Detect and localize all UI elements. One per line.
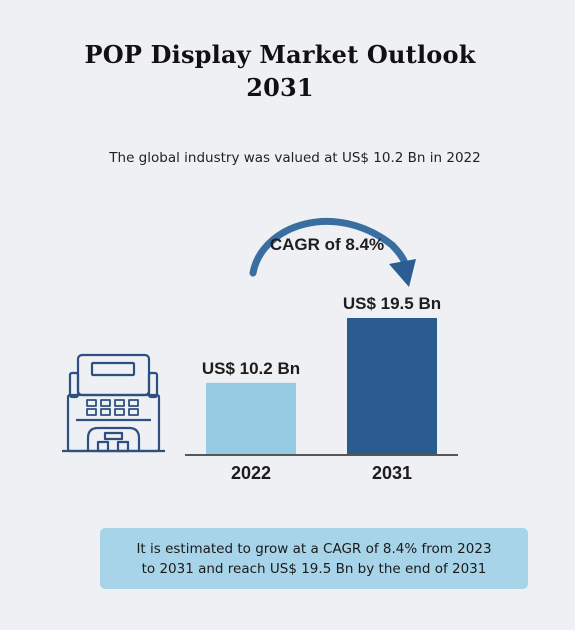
pop-display-stand-icon (62, 353, 165, 453)
data-label-2031: US$ 19.5 Bn (343, 294, 441, 313)
note-line-2: to 2031 and reach US$ 19.5 Bn by the end… (141, 561, 487, 577)
note-line-1: It is estimated to grow at a CAGR of 8.4… (136, 541, 492, 557)
bar-2022 (206, 382, 296, 454)
chart-subtitle: The global industry was valued at US$ 10… (109, 150, 481, 166)
chart-title: POP Display Market Outlook 2031 (40, 38, 520, 104)
title-line-1: POP Display Market Outlook (84, 40, 476, 69)
x-tick-2022: 2022 (231, 463, 271, 483)
summary-note: It is estimated to grow at a CAGR of 8.4… (100, 528, 528, 589)
cagr-arrow-icon (249, 218, 416, 287)
bar-2031 (347, 318, 437, 454)
x-tick-2031: 2031 (372, 463, 412, 483)
cagr-label: CAGR of 8.4% (270, 235, 384, 254)
data-label-2022: US$ 10.2 Bn (202, 359, 300, 378)
title-line-2: 2031 (246, 73, 314, 102)
